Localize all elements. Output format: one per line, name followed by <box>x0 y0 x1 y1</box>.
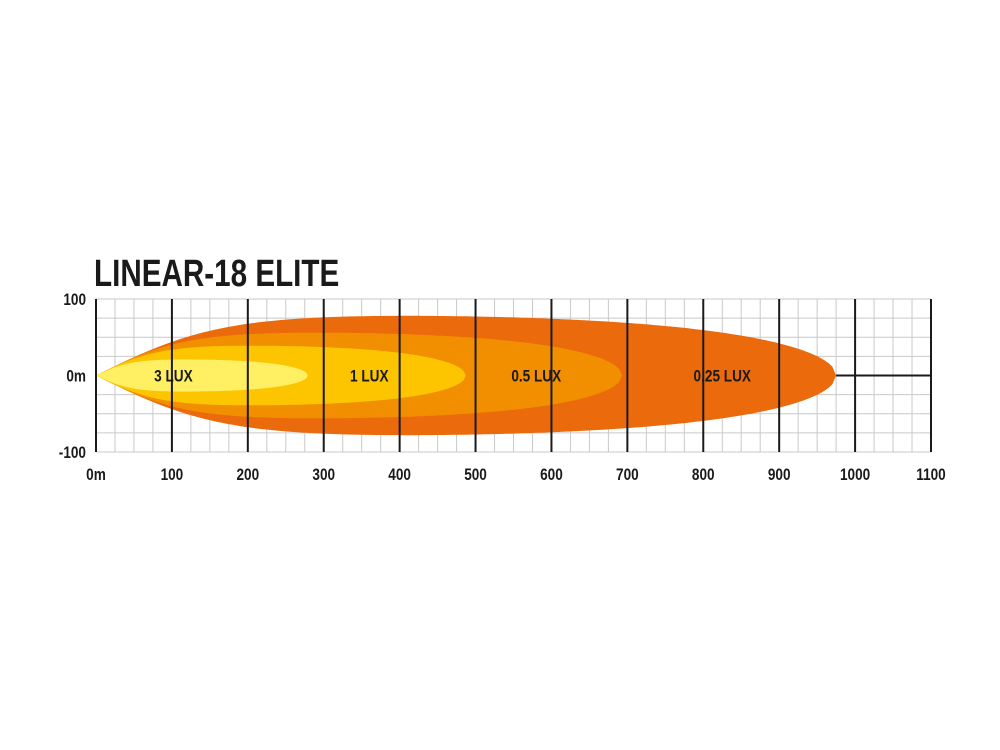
y-tick-label: 100 <box>63 291 86 310</box>
x-tick-label: 800 <box>692 466 715 485</box>
x-tick-label: 200 <box>236 466 259 485</box>
y-tick-label: 0m <box>66 367 86 386</box>
series-label: 1 LUX <box>350 367 389 386</box>
x-tick-label: 400 <box>388 466 411 485</box>
axes: 0m 100 200 300 400 500 600 700 800 900 1000 1100 100… <box>59 291 946 485</box>
x-tick-label: 500 <box>464 466 487 485</box>
chart-title: LINEAR-18 ELITE <box>94 253 339 295</box>
x-tick-label: 700 <box>616 466 639 485</box>
x-tick-label: 1000 <box>840 466 870 485</box>
labels: 0.25 LUX 0.5 LUX 1 LUX 3 LUX <box>154 367 751 386</box>
x-tick-label: 0m <box>86 466 106 485</box>
x-tick-label: 600 <box>540 466 563 485</box>
x-tick-label: 100 <box>161 466 184 485</box>
series-label: 0.25 LUX <box>694 367 752 386</box>
x-tick-label: 1100 <box>916 466 945 485</box>
series-label: 0.5 LUX <box>511 367 561 386</box>
beam-area-3-lux <box>96 359 308 392</box>
x-tick-label: 300 <box>312 466 335 485</box>
x-tick-label: 900 <box>768 466 791 485</box>
y-tick-label: -100 <box>59 444 86 463</box>
series-label: 3 LUX <box>154 367 193 386</box>
beam-areas <box>96 315 837 436</box>
